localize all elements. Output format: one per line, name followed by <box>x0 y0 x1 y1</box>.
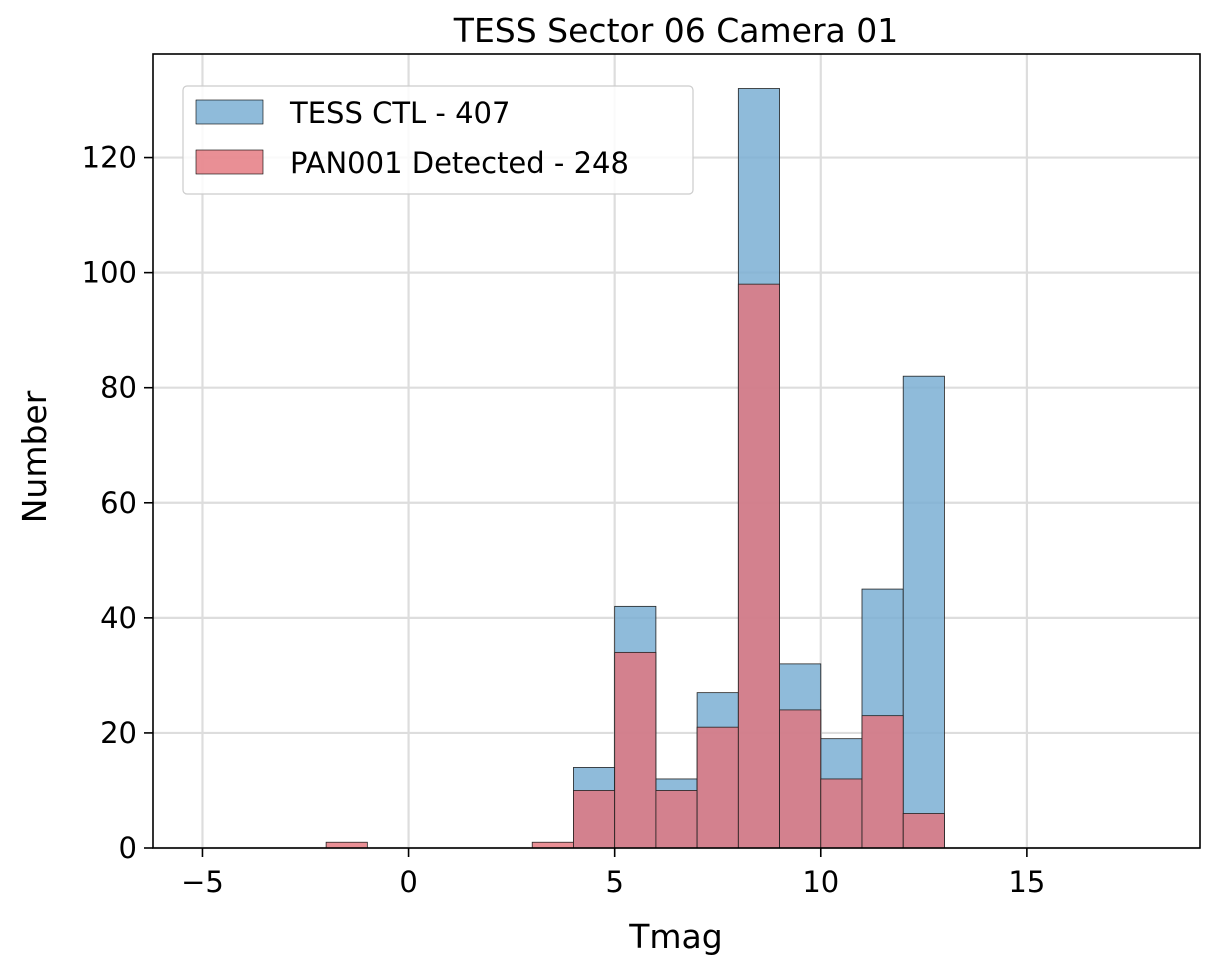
histogram-bar-pan001-detected <box>820 778 863 849</box>
histogram-bar-pan001-detected <box>737 283 780 849</box>
legend-swatch-tess-ctl <box>195 99 264 125</box>
histogram-bar-pan001-detected <box>531 841 574 849</box>
x-tick-label: 0 <box>399 865 417 899</box>
y-tick-label: 20 <box>100 716 137 750</box>
legend: TESS CTL - 407 PAN001 Detected - 248 <box>182 85 694 195</box>
histogram-bar-pan001-detected <box>696 726 739 849</box>
x-tick-label: 15 <box>1008 865 1045 899</box>
y-axis-ticks: 0 20 40 60 80 100 120 <box>82 141 153 865</box>
histogram-bar-pan001-detected <box>573 790 616 849</box>
x-tick-label: 5 <box>605 865 623 899</box>
legend-label-tess-ctl: TESS CTL - 407 <box>289 96 510 130</box>
x-axis-label: Tmag <box>628 917 722 956</box>
y-tick-label: 0 <box>119 831 137 865</box>
y-axis-label: Number <box>15 390 54 523</box>
histogram-bar-pan001-detected <box>325 841 368 849</box>
histogram-bar-pan001-detected <box>779 709 822 849</box>
histogram-bar-tess-ctl <box>902 375 945 849</box>
chart-title: TESS Sector 06 Camera 01 <box>453 11 898 50</box>
histogram-bars <box>325 88 945 849</box>
histogram-bar-pan001-detected <box>861 715 904 849</box>
y-tick-label: 60 <box>100 486 137 520</box>
y-tick-label: 40 <box>100 601 137 635</box>
legend-swatch-pan001-detected <box>195 149 264 175</box>
legend-box <box>182 85 694 195</box>
x-axis-ticks: −5 0 5 10 15 <box>181 848 1045 899</box>
x-tick-label: 10 <box>802 865 839 899</box>
histogram-bar-pan001-detected <box>902 813 945 849</box>
histogram-bar-pan001-detected <box>614 651 657 849</box>
histogram-bar-pan001-detected <box>655 790 698 849</box>
plot-frame <box>152 53 1201 849</box>
x-tick-label: −5 <box>181 865 224 899</box>
legend-label-pan001-detected: PAN001 Detected - 248 <box>290 146 629 180</box>
y-tick-label: 80 <box>100 371 137 405</box>
y-tick-label: 100 <box>82 256 137 290</box>
y-tick-label: 120 <box>82 141 137 175</box>
